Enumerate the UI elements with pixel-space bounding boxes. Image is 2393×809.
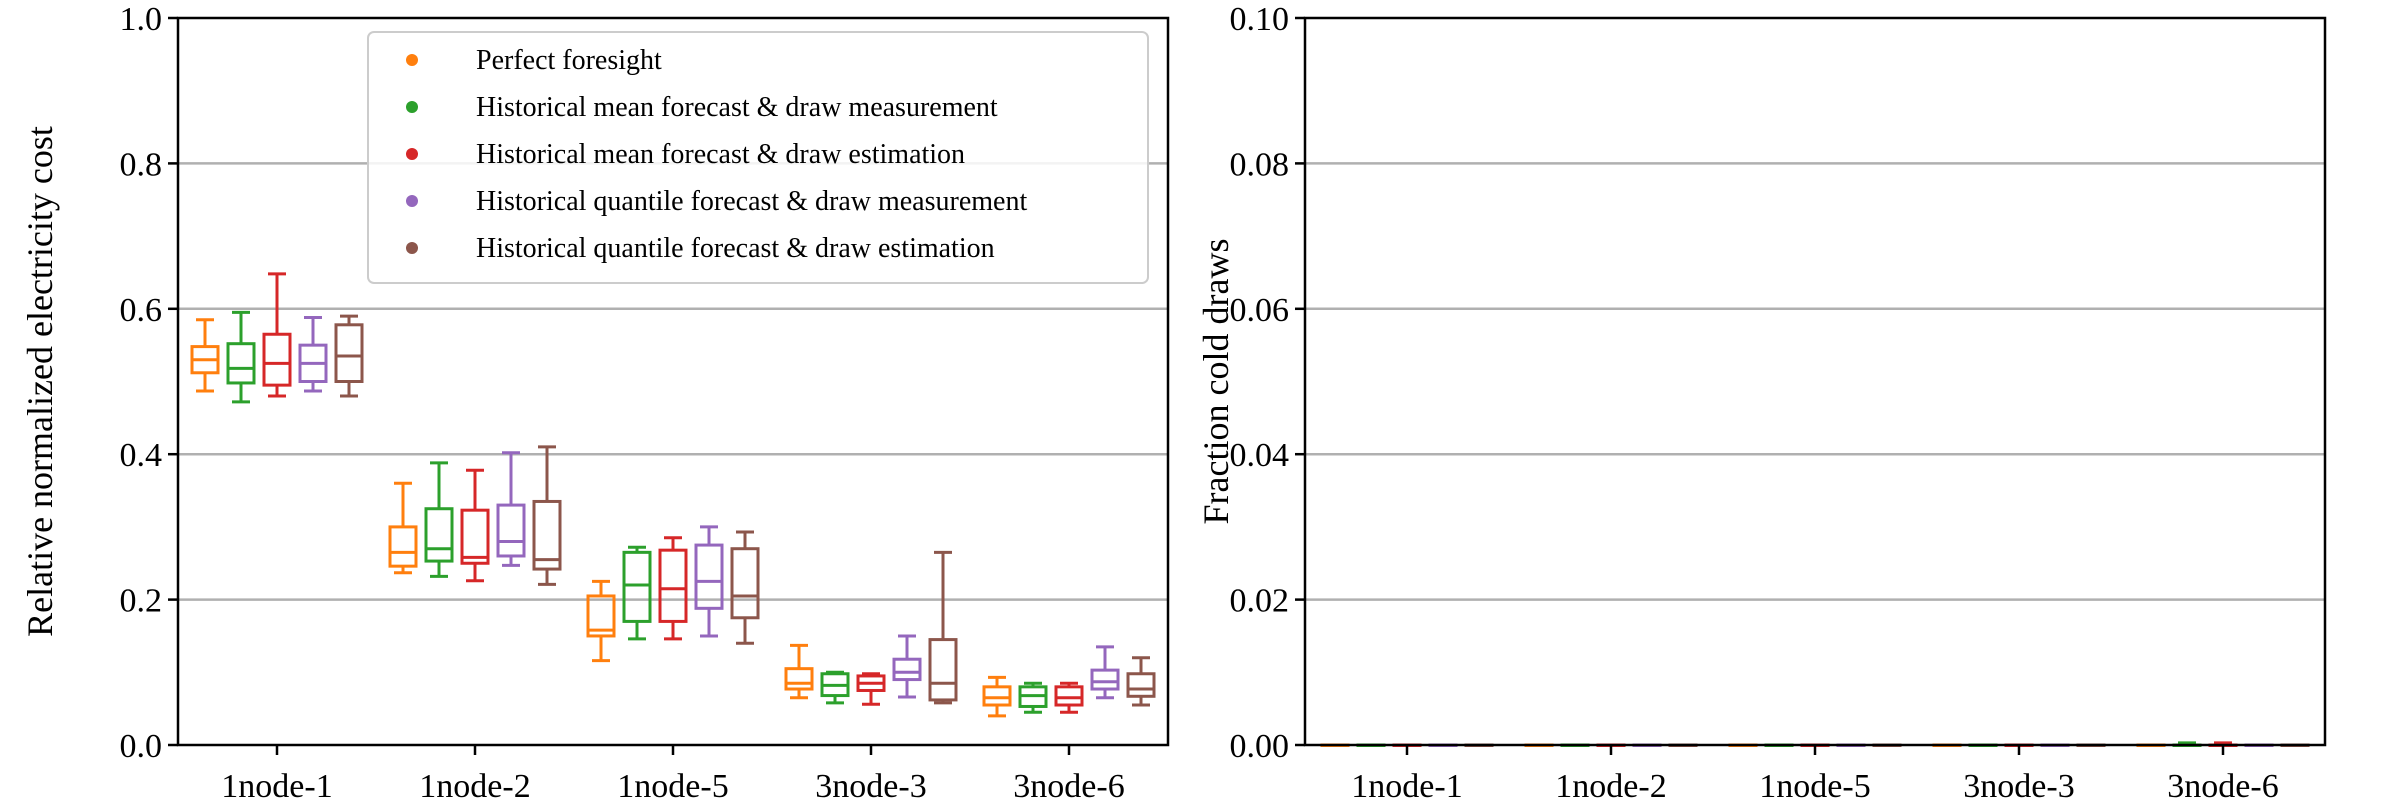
axes-frame [1303,16,2327,747]
box-plot [658,536,688,641]
x-tick-label: 3node-6 [1013,768,1124,805]
legend-entry: Historical quantile forecast & draw meas… [476,186,1027,217]
box-iqr [334,323,364,384]
box-plot [298,316,328,393]
legend-marker [406,54,418,66]
y-tick-label: 0.02 [1230,583,1290,620]
box-plot [820,670,850,705]
cold-draws-panel: 0.00 0.02 0.04 0.06 0.08 0.10 1node-1 1node-2 1n… [1196,1,2327,805]
y-tick-label: 0.6 [120,292,163,329]
x-tick-label: 3node-3 [815,768,926,805]
y-tick-label: 0.04 [1230,437,1290,474]
box-plot [1126,656,1156,707]
box-iqr [586,594,616,638]
box-plot [334,314,364,398]
y-tick-label: 0.00 [1230,728,1290,765]
box-plot [1090,645,1120,700]
box-iqr [226,342,256,385]
legend-entry: Historical quantile forecast & draw esti… [476,233,995,264]
electricity-cost-panel: 0.0 0.2 0.4 0.6 0.8 1.0 1node-1 1node-2 1node-5 3… [20,1,1170,805]
y-tick-label: 0.0 [120,728,163,765]
box-plot [388,481,418,575]
y-tick-label: 0.08 [1230,146,1290,183]
y-axis-label: Relative normalized electricity cost [20,126,60,637]
x-tick-label: 1node-1 [1351,768,1462,805]
legend-marker [406,101,418,113]
box-iqr [694,543,724,610]
y-tick-label: 0.4 [120,437,163,474]
box-plot [496,451,526,567]
box-iqr [1126,672,1156,698]
box-iqr [622,550,652,623]
x-tick-label: 1node-5 [617,768,728,805]
box-plot [226,310,256,404]
box-iqr [1090,668,1120,691]
box-iqr [388,525,418,568]
legend-marker [406,195,418,207]
x-tick-label: 3node-6 [2167,768,2278,805]
box-plot [262,272,292,398]
box-plot [982,675,1012,718]
x-tick-label: 3node-3 [1963,768,2074,805]
box-plot [856,672,886,706]
box-plot [730,530,760,645]
box-plot [928,550,958,705]
box-iqr [424,507,454,563]
y-tick-label: 0.10 [1230,1,1290,38]
box-plot [586,579,616,663]
box-plot [532,445,562,586]
box-iqr [730,547,760,620]
box-iqr [460,508,490,565]
x-tick-label: 1node-5 [1759,768,1870,805]
box-iqr [658,548,688,623]
box-plot [1018,681,1048,714]
legend: Perfect foresight Historical mean forecas… [367,31,1149,284]
box-plot [424,461,454,578]
legend-marker [406,148,418,160]
box-iqr [1054,685,1084,707]
x-tick-label: 1node-1 [221,768,332,805]
box-plot [190,318,220,393]
legend-entry: Historical mean forecast & draw estimati… [476,139,965,170]
y-tick-label: 1.0 [120,1,163,38]
y-tick-label: 0.2 [120,583,163,620]
box-plot [622,545,652,641]
box-plot [694,525,724,638]
box-iqr [784,667,814,691]
box-iqr [532,499,562,571]
box-iqr [496,503,526,558]
box-iqr [892,657,922,682]
box-iqr [928,638,958,702]
y-tick-label: 0.8 [120,146,163,183]
box-plot [1054,681,1084,714]
box-plot [892,634,922,699]
legend-entry: Historical mean forecast & draw measurem… [476,92,998,123]
legend-entry: Perfect foresight [476,45,662,76]
box-plot [784,643,814,700]
box-iqr [262,332,292,387]
box-plot [460,468,490,583]
y-tick-label: 0.06 [1230,292,1290,329]
y-axis-label: Fraction cold draws [1196,239,1236,525]
x-tick-label: 1node-2 [419,768,530,805]
box-iqr [982,685,1012,707]
x-tick-label: 1node-2 [1555,768,1666,805]
legend-marker [406,242,418,254]
legend-frame [367,31,1149,284]
